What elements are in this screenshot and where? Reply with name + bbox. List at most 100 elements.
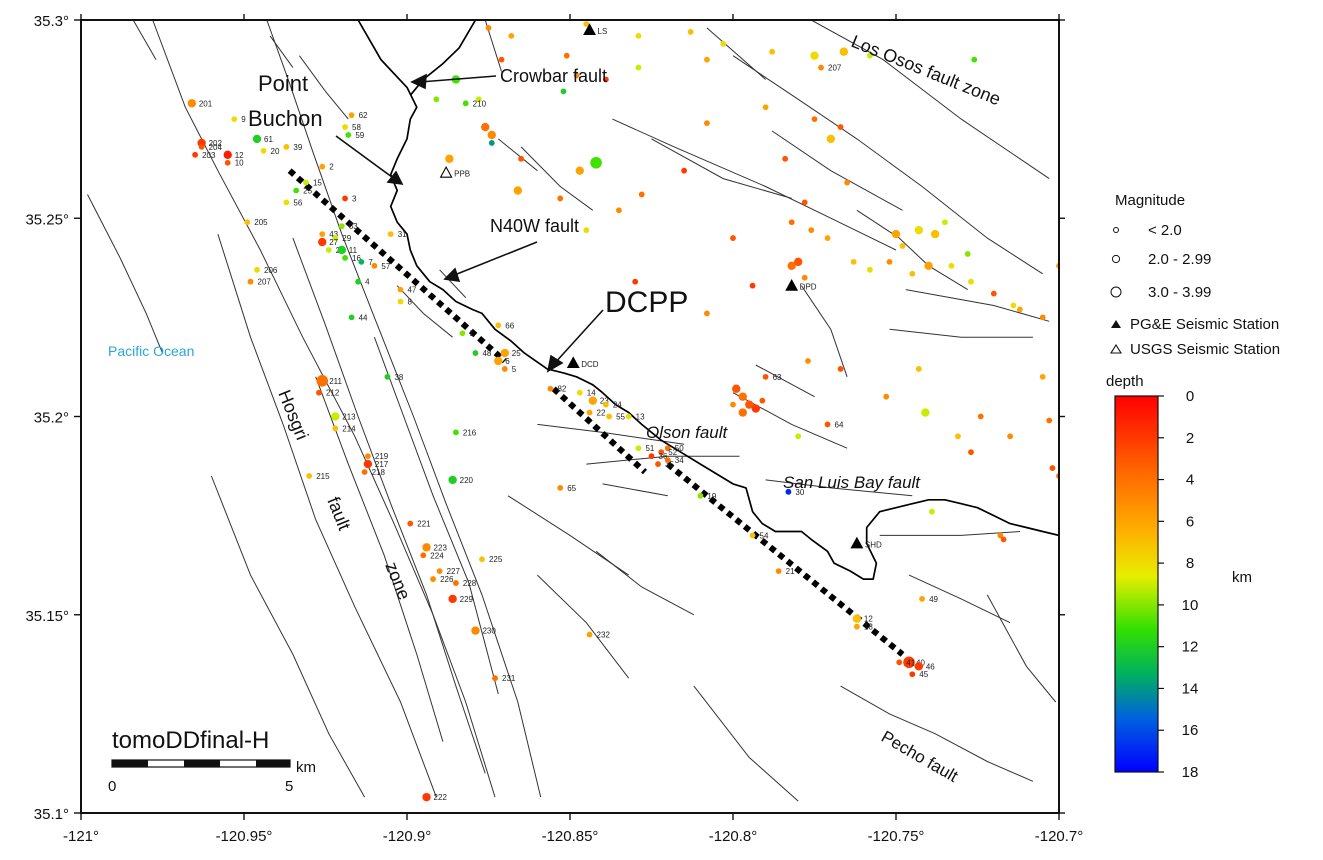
event-label: 49 [929, 595, 938, 604]
earthquake-event [252, 134, 262, 144]
earthquake-event [891, 229, 901, 239]
event-label: 202 [209, 139, 223, 148]
earthquake-event [348, 112, 355, 119]
earthquake-event [745, 400, 754, 409]
legend-mag-large-symbol [1110, 286, 1122, 298]
event-label: 225 [489, 555, 503, 564]
earthquake-event [977, 413, 984, 420]
station-label-shd: SHD [865, 540, 882, 549]
earthquake-event [886, 258, 893, 265]
depth-tick-label: 8 [1186, 555, 1194, 572]
x-tick-label: -121° [63, 828, 99, 845]
earthquake-event [472, 350, 479, 356]
earthquake-event [293, 187, 300, 194]
earthquake-event [459, 330, 466, 337]
event-label: 203 [202, 151, 216, 160]
map-frame [80, 19, 1060, 814]
earthquake-event [1039, 373, 1046, 380]
event-label: 205 [254, 218, 268, 227]
crowbar-fault-label: Crowbar fault [500, 66, 607, 86]
earthquake-event [332, 235, 339, 241]
earthquake-event [475, 96, 482, 103]
earthquake-event [487, 130, 496, 140]
n40w-fault-label: N40W fault [490, 216, 579, 236]
earthquake-event [801, 199, 808, 206]
earthquake-event [769, 48, 776, 55]
fault-line-22 [905, 289, 1050, 322]
event-label: 218 [372, 468, 386, 477]
earthquake-event [930, 229, 940, 239]
earthquake-event [915, 366, 922, 372]
earthquake-event [387, 231, 394, 238]
earthquake-event [811, 116, 818, 123]
earthquake-event [223, 150, 232, 160]
event-label: 3 [352, 194, 357, 203]
x-tick-label: -120.9° [383, 828, 432, 845]
earthquake-event [762, 373, 769, 380]
map-axes: -121° -120.95° -120.9° -120.85° -120.8° -120.… [25, 13, 1083, 845]
event-label: 227 [447, 567, 461, 576]
event-label: 219 [375, 452, 389, 461]
fault-line-0 [152, 20, 496, 798]
earthquake-event [557, 484, 564, 491]
legend-usgs-station-icon [1110, 343, 1122, 354]
earthquake-event [247, 278, 254, 285]
earthquake-event [839, 47, 849, 56]
event-label: 4 [365, 278, 370, 287]
event-label: 222 [434, 793, 448, 802]
legend-depth-title: depth [1106, 373, 1144, 390]
station-label-dpd: DPD [800, 283, 817, 292]
fault-line-4 [373, 337, 499, 695]
earthquake-event [508, 32, 515, 39]
earthquake-event [1039, 314, 1046, 321]
earthquake-event [664, 445, 671, 452]
earthquake-event [187, 99, 197, 108]
event-label: 2 [329, 163, 334, 172]
earthquake-event [498, 56, 505, 63]
hosgri-fault-label: fault [323, 494, 354, 533]
pge-station-icon [785, 279, 799, 291]
earthquake-event [824, 235, 831, 241]
event-label: 29 [342, 234, 351, 243]
event-label: 61 [264, 135, 273, 144]
earthquake-event [899, 243, 906, 249]
event-label: 27 [329, 238, 338, 247]
earthquake-event [924, 261, 933, 271]
n40w-arrow [451, 241, 538, 277]
fault-line-7 [119, 257, 163, 354]
earthquake-event [422, 792, 431, 802]
earthquake-event [971, 56, 978, 63]
fault-line-17 [706, 27, 766, 80]
event-label: 47 [407, 286, 416, 295]
event-label: 5 [512, 365, 517, 374]
fault-line-31 [595, 550, 695, 616]
fault-line-35 [986, 594, 1057, 703]
event-label: 63 [349, 222, 358, 231]
earthquake-event [704, 120, 710, 126]
event-label: 35 [665, 460, 674, 469]
fault-line-1 [266, 20, 542, 798]
event-label: 206 [264, 266, 278, 275]
earthquake-event [586, 631, 593, 638]
earthquake-event [422, 543, 431, 552]
event-label: 215 [316, 472, 330, 481]
event-label: 229 [460, 595, 474, 604]
depth-tick-label: 16 [1182, 722, 1199, 739]
depth-tick-label: 10 [1182, 597, 1199, 614]
event-label: 82 [557, 385, 566, 394]
fault-line-33 [693, 685, 799, 802]
earthquake-event [430, 576, 436, 582]
fault-lines [87, 20, 1057, 802]
earthquake-event [488, 140, 495, 146]
earthquake-event [602, 76, 609, 83]
fault-line-25 [586, 455, 740, 465]
earthquake-event [583, 21, 590, 27]
earthquake-event [697, 492, 704, 499]
pecho-fault-label: Pecho fault [878, 727, 961, 786]
earthquake-event [732, 384, 741, 393]
dcpp-arrow [553, 309, 604, 365]
event-label: 8 [407, 298, 412, 307]
earthquake-event [616, 207, 622, 214]
earthquake-event [576, 389, 583, 396]
